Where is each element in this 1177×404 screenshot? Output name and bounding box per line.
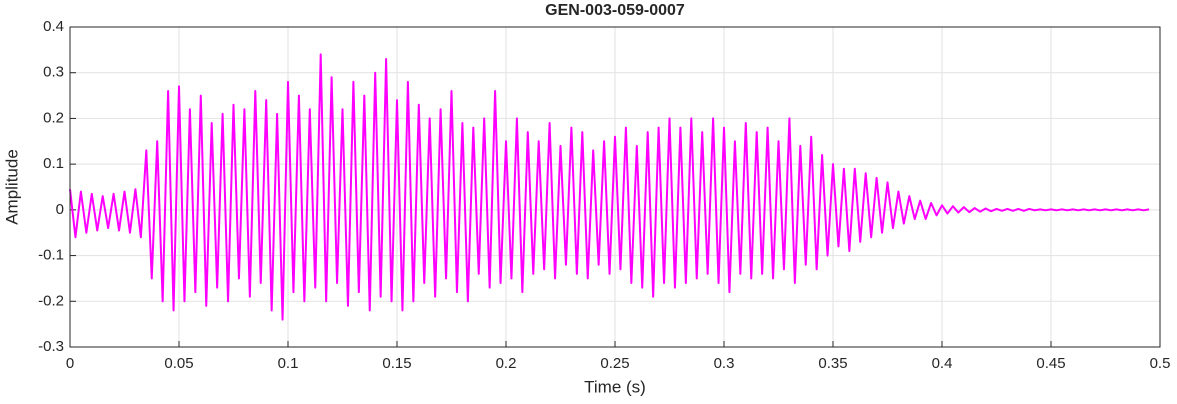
y-tick-label: 0.1	[43, 155, 64, 172]
plot-frame	[69, 26, 1161, 348]
y-tick-label: -0.1	[38, 247, 64, 264]
x-tick-label: 0.2	[496, 355, 517, 372]
waveform-line	[69, 53, 1150, 321]
y-tick-label: -0.3	[38, 338, 64, 355]
x-tick-label: 0.4	[932, 355, 953, 372]
x-tick-label: 0.5	[1150, 355, 1171, 372]
y-tick-label: 0.4	[43, 18, 64, 35]
x-tick-label: 0.25	[600, 355, 629, 372]
y-tick-label: 0.3	[43, 64, 64, 81]
x-tick-label: 0.05	[164, 355, 193, 372]
x-tick-label: 0.3	[714, 355, 735, 372]
x-tick-label: 0	[66, 355, 74, 372]
y-axis-label: Amplitude	[2, 149, 21, 225]
y-tick-label: -0.2	[38, 292, 64, 309]
x-axis-label: Time (s)	[584, 377, 646, 396]
x-tick-label: 0.45	[1036, 355, 1065, 372]
x-tick-label: 0.15	[382, 355, 411, 372]
x-tick-label: 0.1	[278, 355, 299, 372]
y-tick-label: 0.2	[43, 109, 64, 126]
y-tick-label: 0	[56, 201, 64, 218]
x-tick-label: 0.35	[818, 355, 847, 372]
chart-title: GEN-003-059-0007	[545, 2, 685, 19]
